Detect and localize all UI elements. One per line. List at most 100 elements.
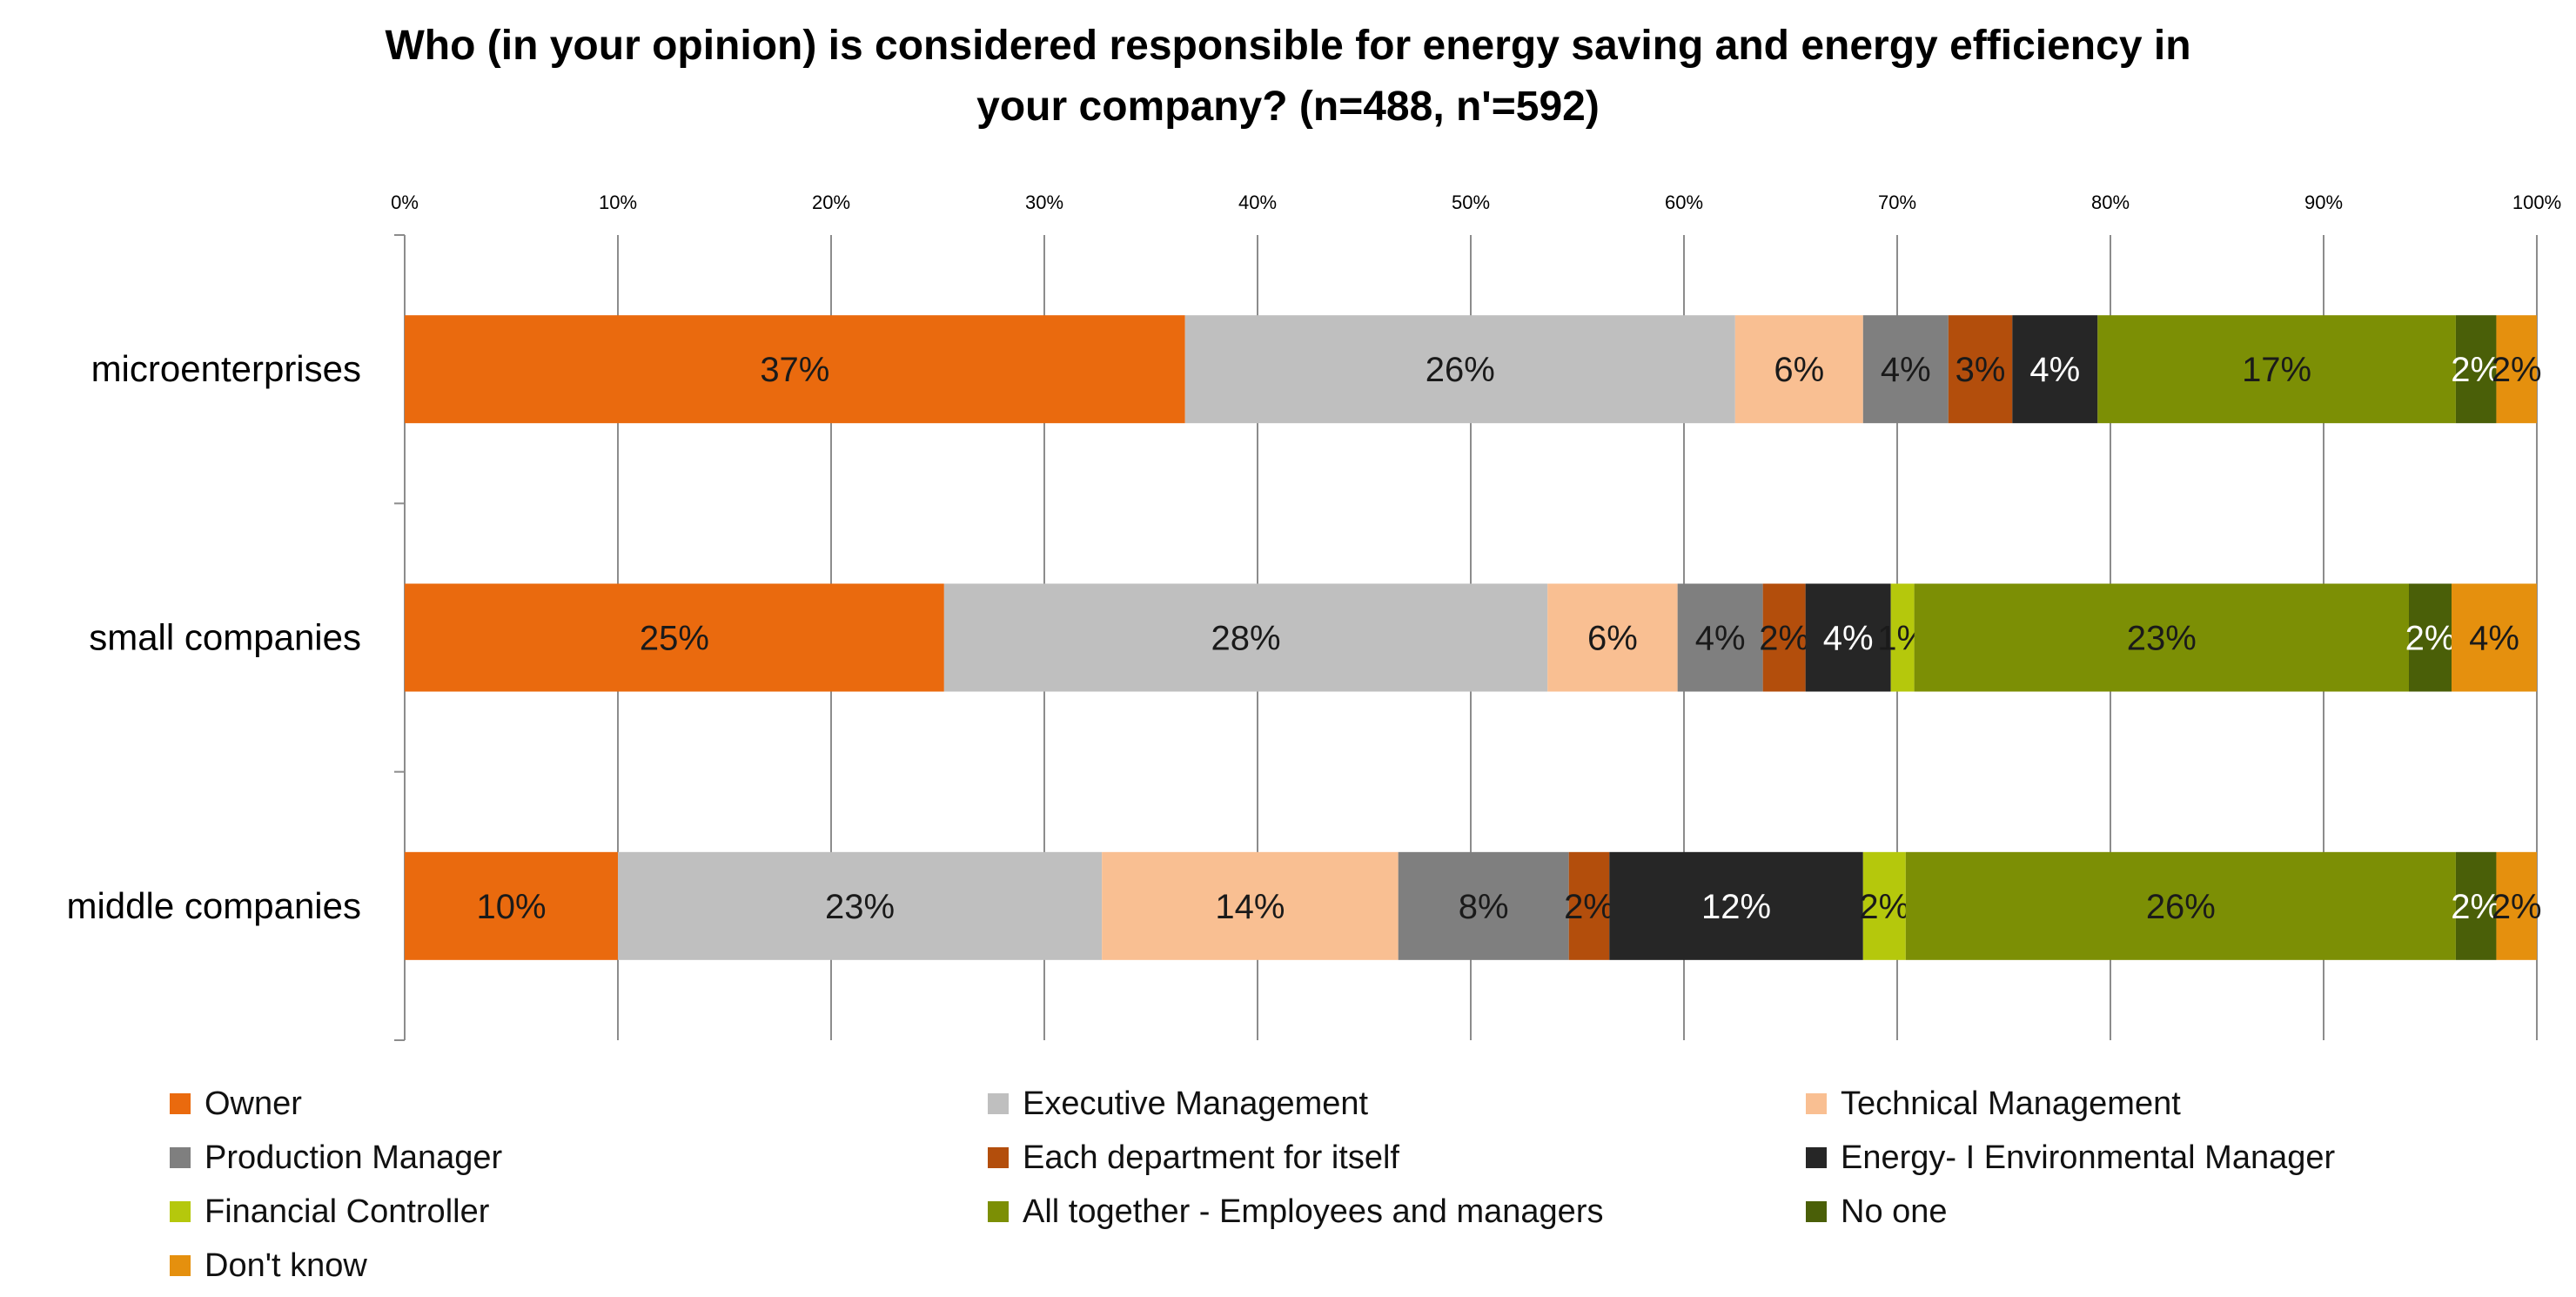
legend-label: Financial Controller bbox=[205, 1193, 490, 1230]
data-label: 8% bbox=[1459, 888, 1509, 926]
legend-swatch bbox=[170, 1255, 191, 1276]
data-label: 2% bbox=[2405, 620, 2456, 658]
bar-segment bbox=[1677, 583, 1763, 692]
data-label: 23% bbox=[825, 888, 895, 926]
data-label: 3% bbox=[1955, 351, 2006, 389]
data-label: 28% bbox=[1211, 620, 1280, 658]
legend-label: No one bbox=[1841, 1193, 1948, 1230]
data-label: 17% bbox=[2242, 351, 2311, 389]
x-tick-label: 100% bbox=[2512, 192, 2561, 213]
data-label: 2% bbox=[2451, 351, 2501, 389]
x-tick-label: 50% bbox=[1452, 192, 1490, 213]
data-label: 12% bbox=[1701, 888, 1771, 926]
legend-label: Don't know bbox=[205, 1247, 367, 1284]
bar-segment bbox=[1805, 583, 1891, 692]
legend-label: Each department for itself bbox=[1023, 1139, 1399, 1176]
legend-item: Production Manager bbox=[170, 1133, 988, 1182]
data-label: 4% bbox=[1881, 351, 1931, 389]
bar-segment bbox=[1734, 315, 1863, 424]
bar-segment bbox=[2452, 583, 2537, 692]
legend-swatch bbox=[1806, 1201, 1827, 1222]
chart-title: Who (in your opinion) is considered resp… bbox=[0, 16, 2576, 138]
bar-segment bbox=[1609, 851, 1863, 960]
legend-item: Executive Management bbox=[988, 1079, 1806, 1128]
bar-segment bbox=[1568, 851, 1610, 960]
data-label: 14% bbox=[1215, 888, 1285, 926]
legend-label: All together - Employees and managers bbox=[1023, 1193, 1604, 1230]
legend-item: Financial Controller bbox=[170, 1187, 988, 1236]
bar-segment bbox=[2455, 315, 2497, 424]
legend-item: Energy- I Environmental Manager bbox=[1806, 1133, 2519, 1182]
bar-segment bbox=[1862, 315, 1949, 424]
data-label: 25% bbox=[640, 620, 709, 658]
legend-swatch bbox=[988, 1147, 1009, 1168]
bar-segment bbox=[1948, 315, 2013, 424]
bar-segment bbox=[2496, 315, 2537, 424]
x-tick-label: 90% bbox=[2304, 192, 2343, 213]
bar-segment bbox=[1890, 583, 1915, 692]
bar-segment bbox=[1547, 583, 1678, 692]
category-label: small companies bbox=[89, 617, 361, 658]
bar-segment bbox=[1862, 851, 1906, 960]
data-label: 2% bbox=[1759, 620, 1809, 658]
legend-item: All together - Employees and managers bbox=[988, 1187, 1806, 1236]
x-tick-label: 10% bbox=[599, 192, 637, 213]
data-label: 2% bbox=[2492, 351, 2542, 389]
bar-segment bbox=[1398, 851, 1569, 960]
bar-segment bbox=[943, 583, 1548, 692]
bar-segment bbox=[2496, 851, 2537, 960]
chart-legend: Owner Executive Management Technical Manag… bbox=[170, 1079, 2519, 1290]
x-tick-label: 20% bbox=[812, 192, 850, 213]
bar-segment bbox=[405, 315, 1185, 424]
bar-segment bbox=[1914, 583, 2409, 692]
x-tick-label: 70% bbox=[1878, 192, 1916, 213]
data-label: 10% bbox=[476, 888, 546, 926]
bar-segment bbox=[2455, 851, 2497, 960]
legend-item: Don't know bbox=[170, 1241, 988, 1290]
legend-swatch bbox=[170, 1093, 191, 1114]
legend-label: Production Manager bbox=[205, 1139, 503, 1176]
legend-swatch bbox=[1806, 1093, 1827, 1114]
bar-segment bbox=[618, 851, 1103, 960]
data-label: 2% bbox=[2492, 888, 2542, 926]
chart-title-line-1: Who (in your opinion) is considered resp… bbox=[385, 23, 2191, 69]
legend-swatch bbox=[988, 1201, 1009, 1222]
data-label: 2% bbox=[2451, 888, 2501, 926]
legend-swatch bbox=[170, 1201, 191, 1222]
legend-item: No one bbox=[1806, 1187, 2519, 1236]
legend-label: Executive Management bbox=[1023, 1085, 1369, 1122]
bar-segment bbox=[1762, 583, 1806, 692]
data-label: 4% bbox=[2029, 351, 2080, 389]
legend-swatch bbox=[988, 1093, 1009, 1114]
data-label: 4% bbox=[1823, 620, 1874, 658]
legend-label: Owner bbox=[205, 1085, 302, 1122]
category-label: microenterprises bbox=[91, 348, 361, 389]
bar-segment bbox=[1905, 851, 2456, 960]
legend-item: Each department for itself bbox=[988, 1133, 1806, 1182]
bar-segment bbox=[1102, 851, 1399, 960]
data-label: 26% bbox=[2146, 888, 2216, 926]
bar-segment bbox=[1184, 315, 1735, 424]
x-tick-label: 0% bbox=[391, 192, 419, 213]
x-tick-label: 40% bbox=[1238, 192, 1277, 213]
data-label: 37% bbox=[760, 351, 829, 389]
stacked-bar-chart: 0% 10% 20% 30% 40% 50% 60% 70% 80% 90% 100% microen… bbox=[66, 192, 2561, 1041]
legend-swatch bbox=[1806, 1147, 1827, 1168]
data-label: 6% bbox=[1587, 620, 1638, 658]
x-tick-label: 30% bbox=[1025, 192, 1063, 213]
legend-label: Energy- I Environmental Manager bbox=[1841, 1139, 2336, 1176]
legend-item: Technical Management bbox=[1806, 1079, 2519, 1128]
x-tick-label: 80% bbox=[2091, 192, 2130, 213]
bar-segment bbox=[2097, 315, 2456, 424]
bar-segment bbox=[2409, 583, 2452, 692]
category-label: middle companies bbox=[66, 885, 361, 926]
data-label: 23% bbox=[2127, 620, 2197, 658]
data-label: 2% bbox=[1859, 888, 1909, 926]
data-label: 6% bbox=[1774, 351, 1824, 389]
x-tick-label: 60% bbox=[1665, 192, 1703, 213]
bar-segment bbox=[2012, 315, 2098, 424]
data-label: 26% bbox=[1426, 351, 1495, 389]
chart-title-line-2: your company? (n=488, n'=592) bbox=[976, 84, 1600, 130]
bar-segment bbox=[405, 851, 618, 960]
bar-segment bbox=[405, 583, 944, 692]
